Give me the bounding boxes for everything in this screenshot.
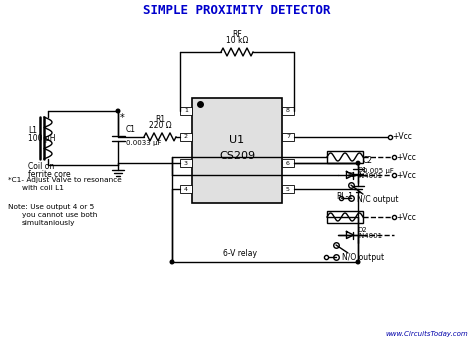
Text: SIMPLE PROXIMITY DETECTOR: SIMPLE PROXIMITY DETECTOR bbox=[143, 3, 331, 17]
Text: C1: C1 bbox=[126, 125, 136, 134]
Bar bbox=[282, 185, 294, 194]
Text: R1: R1 bbox=[155, 115, 165, 124]
Text: 3: 3 bbox=[184, 161, 188, 166]
Text: 6-V relay: 6-V relay bbox=[223, 249, 257, 258]
Text: IN4001: IN4001 bbox=[357, 233, 382, 239]
Text: RF: RF bbox=[232, 30, 242, 39]
Text: 7: 7 bbox=[286, 134, 290, 139]
Text: www.CircuitsToday.com: www.CircuitsToday.com bbox=[385, 331, 468, 337]
Text: CS209: CS209 bbox=[219, 151, 255, 161]
Circle shape bbox=[356, 161, 360, 165]
Text: +Vcc: +Vcc bbox=[392, 132, 412, 141]
Text: 0.005 μF: 0.005 μF bbox=[363, 168, 394, 174]
Text: with coil L1: with coil L1 bbox=[22, 185, 64, 191]
Text: Coil on: Coil on bbox=[28, 161, 54, 170]
Bar bbox=[180, 159, 192, 167]
Text: N/C output: N/C output bbox=[357, 195, 399, 204]
Text: C2: C2 bbox=[363, 156, 373, 165]
Text: RL-1: RL-1 bbox=[337, 192, 354, 201]
Bar bbox=[282, 107, 294, 115]
Text: 1: 1 bbox=[184, 108, 188, 113]
Text: 10 kΩ: 10 kΩ bbox=[226, 36, 248, 45]
Text: +Vcc: +Vcc bbox=[396, 152, 416, 161]
Text: N/O output: N/O output bbox=[342, 254, 384, 263]
Text: Note: Use output 4 or 5: Note: Use output 4 or 5 bbox=[8, 204, 94, 210]
Text: 5: 5 bbox=[286, 187, 290, 192]
Circle shape bbox=[356, 260, 360, 264]
Bar bbox=[180, 107, 192, 115]
Text: U1: U1 bbox=[229, 135, 245, 145]
Text: D2: D2 bbox=[357, 227, 366, 233]
Bar bbox=[327, 151, 363, 163]
Bar bbox=[282, 159, 294, 167]
Circle shape bbox=[170, 260, 174, 264]
Text: D1: D1 bbox=[357, 167, 367, 173]
Text: RL-1: RL-1 bbox=[347, 172, 363, 178]
Text: 0.0033 μF: 0.0033 μF bbox=[126, 140, 162, 146]
Text: 8: 8 bbox=[286, 108, 290, 113]
Text: *C1- Adjust Valve to resonance: *C1- Adjust Valve to resonance bbox=[8, 177, 122, 183]
Text: 2: 2 bbox=[184, 134, 188, 139]
Text: L1: L1 bbox=[28, 126, 37, 135]
Text: 4: 4 bbox=[184, 187, 188, 192]
Text: IN4001: IN4001 bbox=[357, 173, 382, 179]
Bar bbox=[180, 185, 192, 194]
Text: ferrite core: ferrite core bbox=[28, 169, 71, 178]
Text: 220 Ω: 220 Ω bbox=[149, 121, 171, 130]
Bar bbox=[282, 133, 294, 141]
Text: you cannot use both: you cannot use both bbox=[22, 212, 97, 218]
Text: 100 μH: 100 μH bbox=[28, 134, 55, 142]
Text: *: * bbox=[120, 113, 125, 123]
Text: +Vcc: +Vcc bbox=[396, 213, 416, 221]
Bar bbox=[327, 211, 363, 223]
Bar bbox=[180, 133, 192, 141]
Circle shape bbox=[116, 109, 120, 113]
Text: +Vcc: +Vcc bbox=[396, 170, 416, 179]
Bar bbox=[192, 98, 282, 203]
Text: 6: 6 bbox=[286, 161, 290, 166]
Text: simultaniously: simultaniously bbox=[22, 220, 75, 226]
